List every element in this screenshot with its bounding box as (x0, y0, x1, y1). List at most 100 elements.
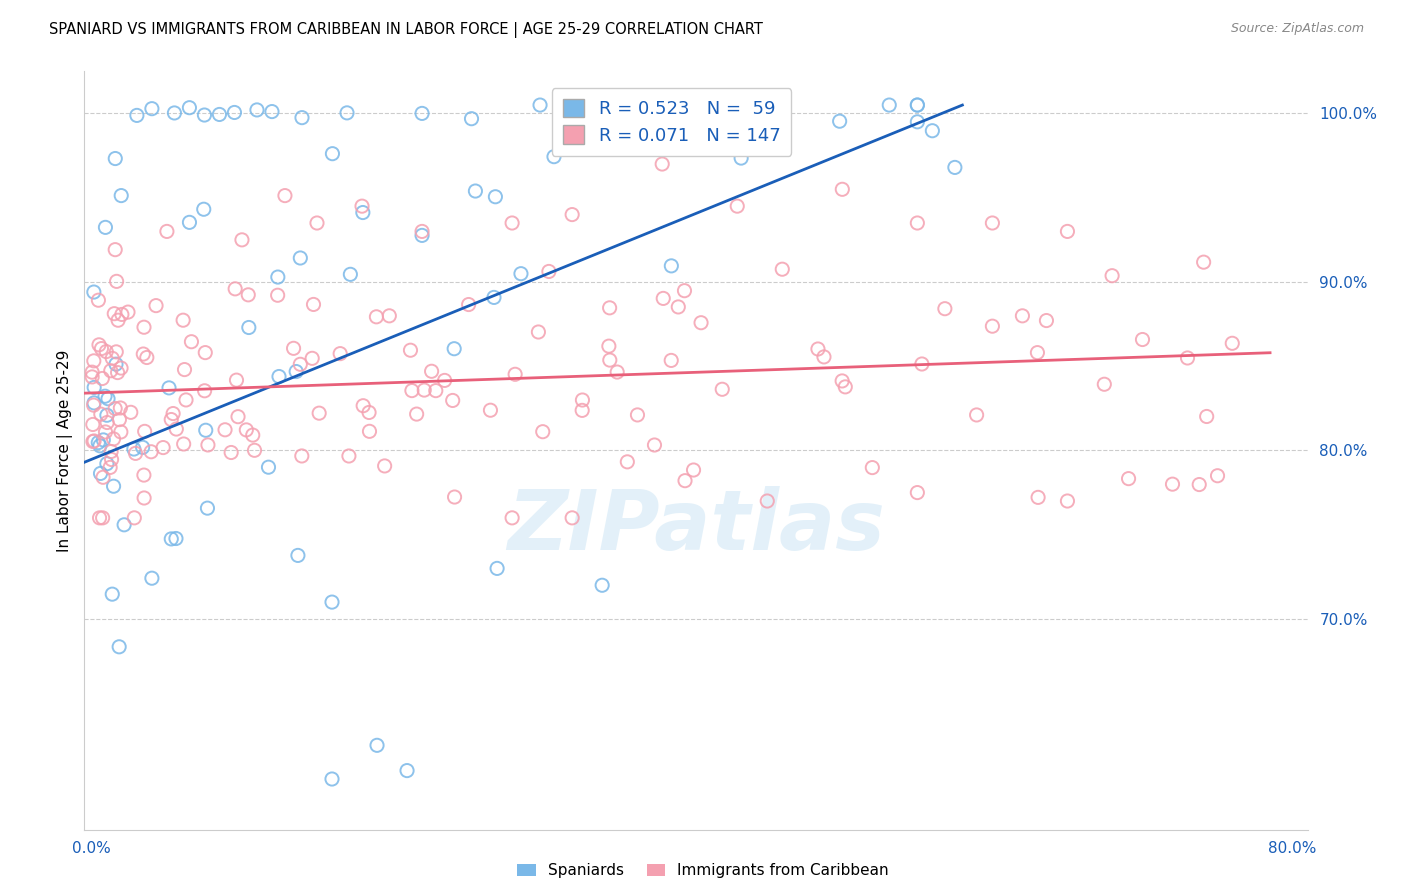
Point (321, 595, 343, 609)
Point (110, 425, 132, 439)
Point (1161, 477, 1184, 491)
Point (108, 640, 131, 654)
Point (433, 373, 456, 387)
Point (91, 511, 114, 525)
Point (981, 319, 1004, 334)
Point (83, 380, 105, 394)
Point (337, 449, 360, 463)
Point (308, 406, 330, 420)
Point (83, 396, 105, 410)
Point (905, 216, 928, 230)
Point (606, 365, 628, 379)
Point (561, 511, 583, 525)
Legend: R = 0.523   N =  59, R = 0.071   N = 147: R = 0.523 N = 59, R = 0.071 N = 147 (551, 88, 792, 155)
Point (226, 409, 249, 424)
Point (174, 392, 197, 407)
Point (104, 357, 127, 371)
Point (101, 351, 124, 366)
Point (401, 384, 423, 398)
Point (231, 233, 253, 247)
Point (860, 460, 883, 475)
Point (1056, 494, 1078, 508)
Point (350, 199, 373, 213)
Point (165, 422, 187, 436)
Point (652, 292, 675, 306)
Point (374, 458, 396, 473)
Point (89, 511, 111, 525)
Point (124, 511, 146, 525)
Point (666, 300, 689, 314)
Point (441, 393, 464, 408)
Point (105, 344, 128, 359)
Point (224, 105, 246, 120)
Point (145, 299, 167, 313)
Point (877, 98, 900, 112)
Point (162, 407, 184, 421)
Point (529, 98, 551, 112)
Point (673, 98, 696, 112)
Point (1118, 472, 1140, 486)
Point (172, 313, 194, 327)
Point (484, 190, 506, 204)
Point (1195, 409, 1218, 424)
Point (443, 490, 465, 504)
Point (357, 405, 380, 419)
Point (405, 407, 427, 421)
Point (139, 444, 162, 458)
Point (152, 441, 174, 455)
Point (120, 405, 142, 419)
Point (396, 764, 419, 778)
Point (598, 339, 620, 353)
Point (90, 342, 112, 356)
Point (214, 423, 236, 437)
Point (89, 439, 111, 453)
Point (770, 262, 793, 277)
Point (711, 382, 734, 396)
Point (921, 124, 943, 138)
Point (90, 407, 112, 421)
Point (425, 384, 447, 398)
Text: SPANIARD VS IMMIGRANTS FROM CARIBBEAN IN LABOR FORCE | AGE 25-29 CORRELATION CHA: SPANIARD VS IMMIGRANTS FROM CARIBBEAN IN… (49, 22, 763, 38)
Point (94, 425, 117, 439)
Point (242, 428, 264, 442)
Point (100, 444, 122, 458)
Point (339, 268, 361, 282)
Point (479, 403, 502, 417)
Point (110, 361, 132, 376)
Point (97, 392, 120, 406)
Point (135, 351, 157, 365)
Point (132, 320, 155, 334)
Point (134, 425, 156, 439)
Point (1101, 268, 1123, 283)
Point (173, 362, 195, 376)
Point (527, 325, 550, 339)
Point (531, 425, 554, 439)
Point (285, 365, 308, 379)
Point (411, 228, 433, 243)
Point (134, 491, 156, 505)
Point (966, 408, 988, 422)
Point (103, 479, 125, 493)
Point (413, 383, 436, 397)
Point (103, 432, 125, 446)
Point (503, 368, 526, 382)
Point (302, 297, 325, 311)
Point (934, 301, 956, 316)
Point (321, 146, 343, 161)
Point (91, 433, 114, 447)
Point (352, 399, 374, 413)
Point (125, 108, 148, 122)
Point (100, 452, 122, 467)
Point (274, 188, 297, 202)
Point (83, 434, 105, 448)
Point (366, 310, 388, 324)
Point (730, 151, 752, 165)
Point (141, 571, 163, 585)
Point (411, 224, 433, 238)
Point (104, 243, 127, 257)
Point (1035, 313, 1057, 327)
Point (94, 389, 117, 403)
Point (117, 305, 139, 319)
Point (105, 274, 128, 288)
Point (501, 511, 523, 525)
